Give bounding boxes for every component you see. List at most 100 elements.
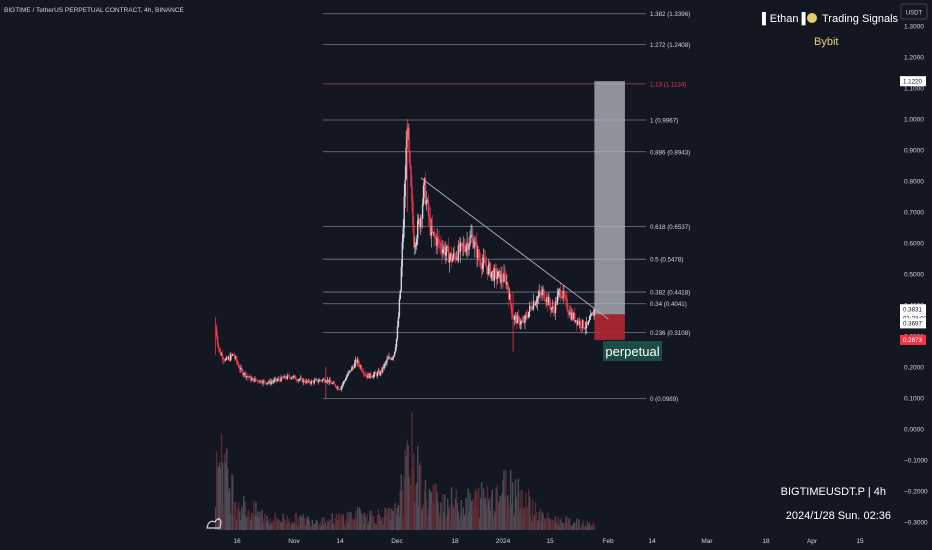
volume-bar xyxy=(313,524,315,530)
candle-body xyxy=(234,355,236,359)
volume-bar xyxy=(461,520,463,530)
volume-bar xyxy=(231,475,234,530)
candle-body xyxy=(318,380,321,382)
candle-body xyxy=(276,379,278,381)
candle-body xyxy=(482,257,485,263)
volume-bar xyxy=(407,445,409,530)
candle-body xyxy=(423,178,426,186)
candle-body xyxy=(324,381,327,383)
candle-body xyxy=(556,295,559,305)
volume-bar xyxy=(224,461,227,530)
volume-bar xyxy=(440,502,442,530)
volume-bar xyxy=(566,516,568,530)
volume-bar xyxy=(369,510,371,530)
volume-bar xyxy=(523,507,525,530)
candle-body xyxy=(260,380,262,383)
candle-body xyxy=(481,262,484,269)
candle-body xyxy=(514,315,517,317)
candle-body xyxy=(582,320,585,328)
volume-bar xyxy=(579,527,582,530)
volume-bar xyxy=(393,503,396,530)
volume-bar xyxy=(290,525,292,530)
candle-body xyxy=(271,381,273,383)
candle-body xyxy=(361,370,364,372)
volume-bar xyxy=(384,507,386,530)
volume-bar xyxy=(379,517,382,530)
candle-body xyxy=(332,382,335,384)
candle-body xyxy=(343,380,345,382)
candle-body xyxy=(396,326,399,339)
currency-badge[interactable]: USDT xyxy=(900,3,928,20)
long-position-tool[interactable] xyxy=(594,81,625,340)
stop-zone[interactable] xyxy=(594,314,625,340)
candle-body xyxy=(445,251,447,256)
candle-body xyxy=(330,382,333,384)
candle-body xyxy=(302,379,304,383)
candle-body xyxy=(415,244,417,246)
chart-title: BIGTIME / TetherUS PERPETUAL CONTRACT, 4… xyxy=(4,7,185,14)
chart-footer: BIGTIMEUSDT.P | 4h 2024/1/28 Sun. 02:36 xyxy=(781,486,891,522)
volume-bar xyxy=(474,491,476,530)
candle-body xyxy=(492,270,495,281)
volume-bar xyxy=(324,522,327,530)
candle-body xyxy=(458,245,461,252)
candle-body xyxy=(358,363,361,367)
volume-bar xyxy=(359,510,362,530)
volume-bar xyxy=(280,522,282,530)
volume-bar xyxy=(306,518,308,530)
candle-body xyxy=(348,371,350,373)
volume-bar xyxy=(448,505,451,530)
candle-body xyxy=(526,315,528,318)
candle-body xyxy=(434,236,436,238)
volume-bar xyxy=(282,513,284,530)
y-axis[interactable]: 1.3000 1.2000 1.1000 1.0000 0.9000 0.8000 0.70… xyxy=(904,24,928,527)
volume-bar xyxy=(285,524,287,530)
candle-body xyxy=(356,359,359,363)
volume-bar xyxy=(453,511,456,530)
candle-body xyxy=(581,320,584,328)
volume-bar xyxy=(480,498,482,530)
volume-bar xyxy=(446,516,448,530)
volume-bar xyxy=(272,520,274,530)
y-axis-tick-label: 0.7000 xyxy=(904,210,924,217)
volume-bar xyxy=(294,513,297,530)
candle-body xyxy=(455,257,458,260)
candle-body xyxy=(235,356,238,362)
candle-body xyxy=(507,282,509,290)
candle-body xyxy=(347,372,349,376)
candle-body xyxy=(215,326,218,336)
target-zone[interactable] xyxy=(594,81,625,315)
candle-body xyxy=(285,378,287,379)
y-axis-tick-label: 1.1000 xyxy=(904,86,924,93)
tradingview-logo-icon[interactable] xyxy=(206,518,222,529)
price-badge-label: 0.3831 xyxy=(903,307,922,314)
trendline[interactable] xyxy=(420,177,609,320)
volume-bar xyxy=(583,527,586,530)
candle-body xyxy=(564,296,566,297)
volume-bar xyxy=(482,488,485,530)
volume-bar xyxy=(396,508,399,530)
candle-body xyxy=(283,375,285,379)
descending-trendline[interactable] xyxy=(420,177,609,320)
price-badge-label: 0.3697 xyxy=(903,321,922,328)
candle-body xyxy=(382,367,384,369)
volume-bar xyxy=(404,449,406,530)
candle-body xyxy=(235,356,237,359)
volume-bar xyxy=(581,523,584,530)
candle-body xyxy=(545,300,547,302)
volume-bar xyxy=(246,517,248,530)
x-axis[interactable]: 16 Nov 14 Dec 18 2024 15 Feb 14 Mar 18 Apr 15 xyxy=(233,538,864,545)
volume-bar xyxy=(509,469,512,530)
candle-body xyxy=(432,231,434,233)
volume-bar xyxy=(411,412,413,530)
candle-body xyxy=(475,241,477,243)
volume-bar xyxy=(234,502,236,530)
candle-body xyxy=(278,378,280,380)
candle-body xyxy=(393,351,396,356)
volume-bar xyxy=(320,525,323,530)
volume-bar xyxy=(329,519,332,530)
volume-bar xyxy=(347,523,349,530)
fibonacci-levels[interactable]: 1.382 (1.3396) 1.272 (1.2408) 1.13 (1.1134… xyxy=(323,11,690,403)
volume-bar xyxy=(454,498,457,530)
